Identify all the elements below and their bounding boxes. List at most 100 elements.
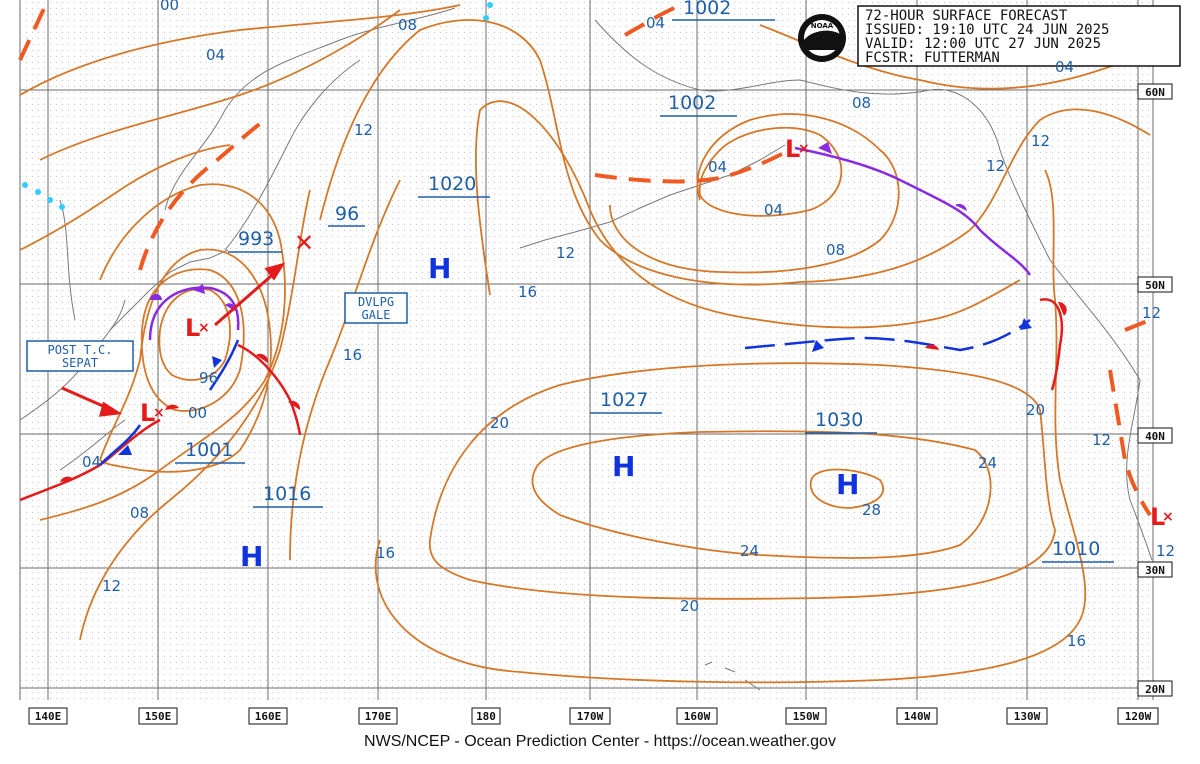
warm-front-993 <box>237 343 302 436</box>
isobar-label: 16 <box>1067 632 1086 650</box>
isobar-label: 20 <box>1026 401 1045 419</box>
low-symbol-1001: L <box>140 399 155 427</box>
isobar-label: 20 <box>680 597 699 615</box>
isobar-label: 20 <box>490 414 509 432</box>
coastlines <box>19 7 1153 691</box>
pressure-label-993: 993 <box>238 228 274 250</box>
post-tc-line-1: POST T.C. <box>47 343 112 357</box>
pressure-label-1020: 1020 <box>428 173 476 195</box>
isobar-label: 12 <box>986 157 1005 175</box>
title-block: 72-HOUR SURFACE FORECAST ISSUED: 19:10 U… <box>857 5 1181 67</box>
high-symbol-1027: H <box>612 450 635 483</box>
isobar-label: 04 <box>764 201 783 219</box>
isobar-1008 <box>609 113 900 274</box>
isobar-label: 16 <box>343 346 362 364</box>
front-ocean <box>744 318 1031 352</box>
isobar-1012-asia <box>19 144 231 251</box>
low-symbol-1010: L <box>1150 503 1165 531</box>
isobar-labels: 00 04 08 12 04 04 08 12 12 04 08 12 16 1… <box>82 0 1175 650</box>
lat-label: 50N <box>1145 279 1165 292</box>
high-symbol-1030: H <box>836 468 859 501</box>
isobar-1004-north <box>19 4 461 96</box>
warm-front-1001 <box>19 418 161 502</box>
post-tc-line-2: SEPAT <box>62 356 98 370</box>
troughs <box>18 0 1152 517</box>
lon-label: 150E <box>145 710 172 723</box>
isobar-1028 <box>809 468 884 509</box>
isobar-label: 00 <box>160 0 179 14</box>
title-line-4: FCSTR: FUTTERMAN <box>865 50 1000 66</box>
high-symbol-1020: H <box>428 252 451 285</box>
pressure-label-1016: 1016 <box>263 483 311 505</box>
isobar-label: 28 <box>862 501 881 519</box>
pressure-label-1002: 1002 <box>668 92 716 114</box>
isobar-label: 08 <box>852 94 871 112</box>
low-symbol-993: L <box>185 314 200 342</box>
kamchatka-east-coast <box>224 59 361 251</box>
lon-label: 180 <box>476 710 496 723</box>
isobar-label: 04 <box>646 14 665 32</box>
isobar-1008-asia <box>39 9 401 161</box>
lon-label: 120W <box>1125 710 1152 723</box>
lat-label: 30N <box>1145 564 1165 577</box>
isobar-label: 04 <box>206 46 225 64</box>
lon-label: 160W <box>684 710 711 723</box>
isobar-996 <box>158 288 231 381</box>
gale-annotation: DVLPG GALE <box>344 292 408 324</box>
trough-top <box>624 3 681 37</box>
pressure-label-1001: 1001 <box>185 439 233 461</box>
cold-front-993 <box>208 339 240 391</box>
isobar-label: 12 <box>102 577 121 595</box>
lon-label: 150W <box>793 710 820 723</box>
isobar-1016 <box>374 169 1087 684</box>
isobar-label: 24 <box>978 454 997 472</box>
low-symbol-1002: L <box>785 135 800 163</box>
isobar-label: 24 <box>740 542 759 560</box>
latitude-labels: 60N 50N 40N 30N 20N <box>1137 83 1173 697</box>
isobar-label: 04 <box>82 453 101 471</box>
isobar-1020 <box>428 362 1056 600</box>
isobar-label: 12 <box>1031 132 1050 150</box>
aleutian-islands <box>519 144 786 249</box>
pressure-label-96: 96 <box>335 203 359 225</box>
isobar-1012 <box>319 19 1151 286</box>
lon-label: 140E <box>35 710 62 723</box>
isobar-label: 04 <box>708 158 727 176</box>
fronts <box>19 142 1067 502</box>
sakhalin-coast <box>59 199 76 321</box>
low-center-x-1010: × <box>1162 509 1174 525</box>
gale-line-2: GALE <box>362 308 391 322</box>
isobar-label: 12 <box>354 121 373 139</box>
isobar-label: 16 <box>376 544 395 562</box>
alaska-coast <box>594 19 1141 381</box>
occluded-front-alaska <box>794 146 1032 276</box>
isobar-1000 <box>140 268 245 412</box>
isobar-label: 12 <box>1142 304 1161 322</box>
isobar-label: 96 <box>199 369 218 387</box>
isobar-label: 08 <box>826 241 845 259</box>
isobar-label: 12 <box>1156 542 1175 560</box>
isobars <box>19 4 1153 684</box>
trough-west-coast-top <box>1124 318 1151 332</box>
pressure-label-1010: 1010 <box>1052 538 1100 560</box>
lat-label: 40N <box>1145 430 1165 443</box>
low-center-x-1001: × <box>153 405 165 421</box>
isobar-label: 12 <box>556 244 575 262</box>
isobar-1016-ring <box>474 100 1021 329</box>
isobar-1024 <box>531 430 992 559</box>
trough-aleutian <box>594 148 791 184</box>
title-line-2: ISSUED: 19:10 UTC 24 JUN 2025 <box>865 22 1109 38</box>
pressure-label-1027: 1027 <box>600 389 648 411</box>
lat-label: 60N <box>1145 86 1165 99</box>
gale-line-1: DVLPG <box>358 295 394 309</box>
north-america-west-coast <box>1126 379 1153 561</box>
lon-label: 160E <box>255 710 282 723</box>
pressure-label-1030: 1030 <box>815 409 863 431</box>
kamchatka-coast <box>164 7 456 211</box>
noaa-logo: NOAA <box>798 14 846 62</box>
low-center-x-1002: × <box>798 141 810 157</box>
forecast-position-x: ✕ <box>294 229 314 257</box>
cold-front-1001 <box>99 424 142 466</box>
longitude-labels: 140E 150E 160E 170E 180 170W 160W 150W 1… <box>28 707 1159 725</box>
ice-edge-dots <box>22 2 493 210</box>
